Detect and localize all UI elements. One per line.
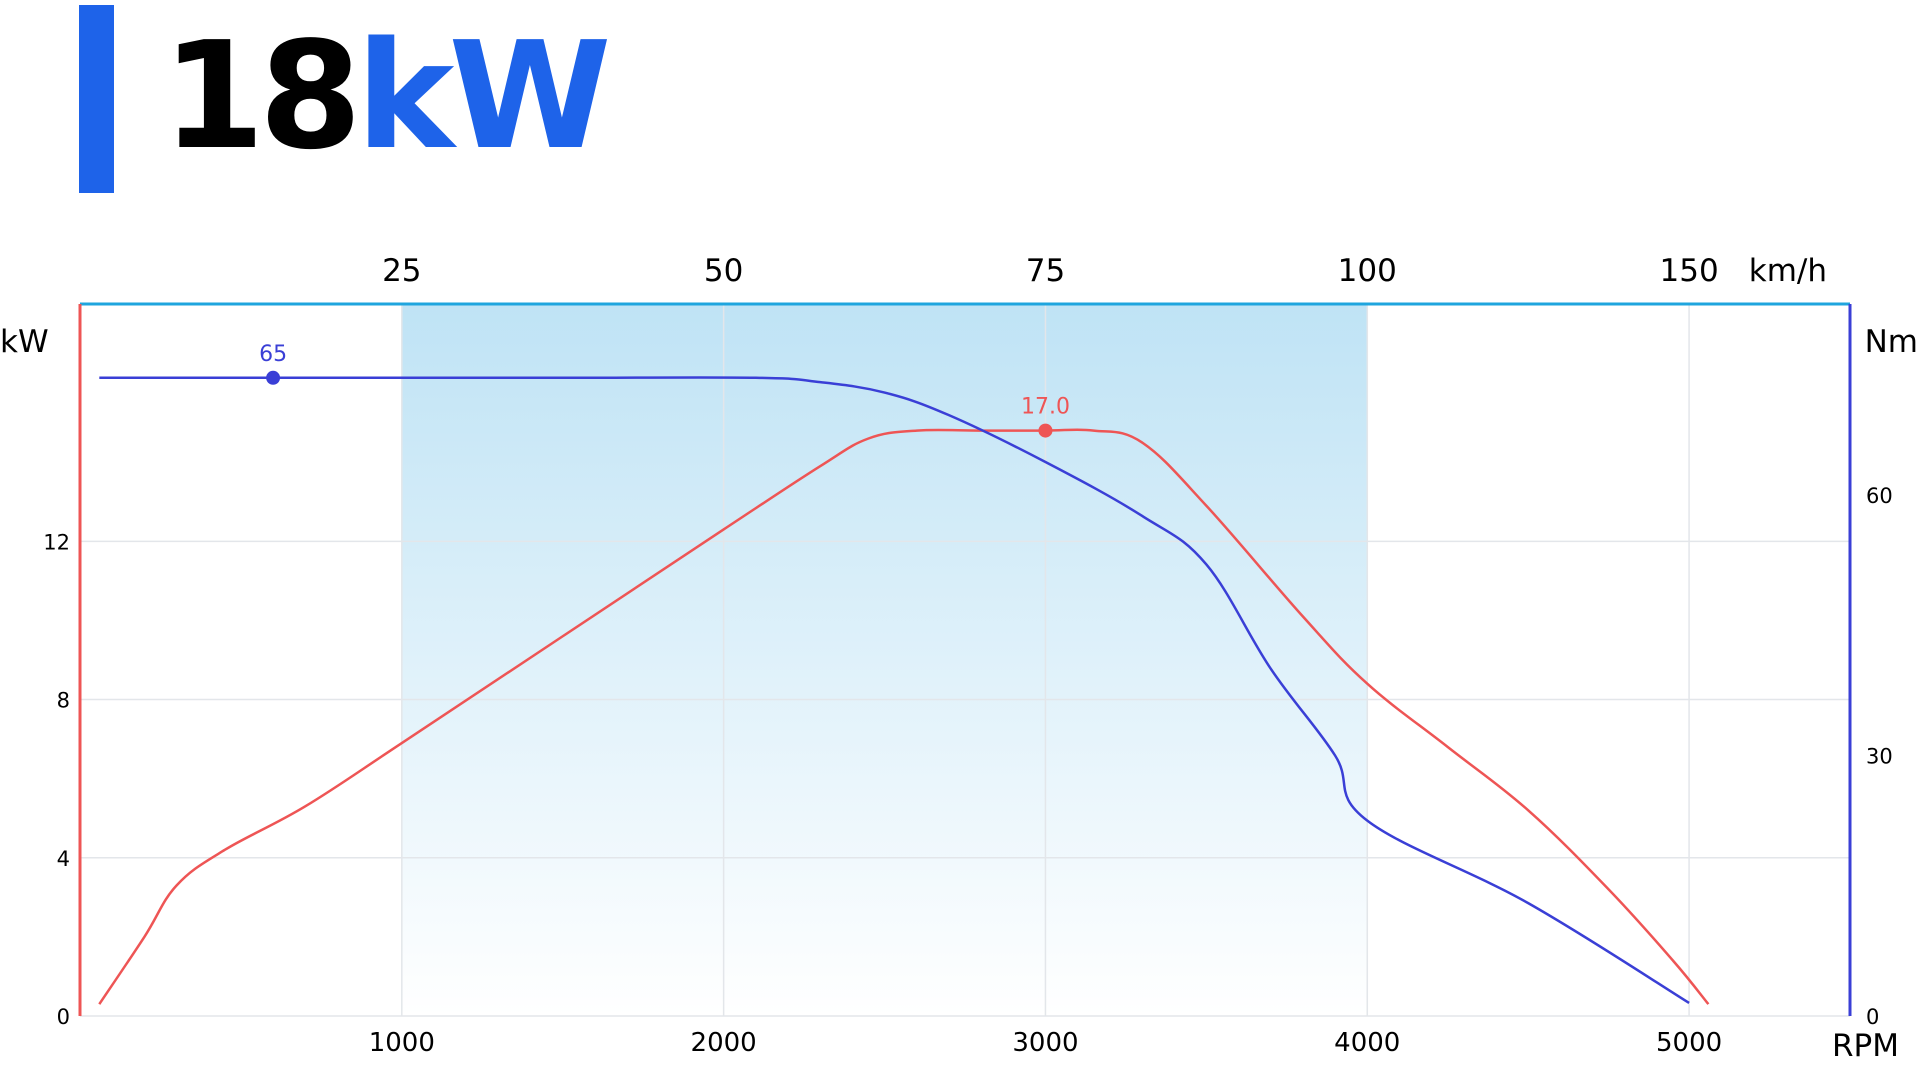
speed-tick-label: 75 (1026, 253, 1065, 289)
speed-tick-label: 50 (704, 253, 743, 289)
x-tick-label: 4000 (1334, 1028, 1400, 1058)
x-tick-label: 3000 (1012, 1028, 1078, 1058)
y-right-tick-label: 30 (1866, 745, 1893, 769)
y-right-axis-label: Nm (1865, 324, 1918, 360)
y-right-tick-label: 0 (1866, 1005, 1879, 1029)
speed-tick-label: 100 (1338, 253, 1397, 289)
y-right-tick-label: 60 (1866, 484, 1893, 508)
torque-peak-marker (266, 370, 281, 385)
power-peak-marker (1038, 423, 1053, 438)
speed-tick-label: 25 (382, 253, 421, 289)
top-axis-unit-label: km/h (1749, 253, 1827, 289)
y-left-axis-label: kW (0, 324, 49, 360)
speed-tick-label: 150 (1660, 253, 1719, 289)
y-left-tick-label: 0 (57, 1005, 70, 1029)
torque-curve (99, 376, 1690, 1005)
x-tick-label: 5000 (1656, 1028, 1722, 1058)
power-headline: 18kW (162, 22, 612, 170)
power-peak-label: 17.0 (1021, 395, 1070, 420)
x-axis-label: RPM (1832, 1028, 1899, 1064)
x-tick-label: 2000 (691, 1028, 757, 1058)
torque-peak-label: 65 (259, 342, 287, 367)
highlight-band (401, 304, 1368, 1016)
power-unit: kW (355, 10, 612, 182)
y-left-tick-label: 8 (57, 689, 70, 713)
y-left-tick-label: 4 (57, 847, 70, 871)
x-tick-label: 1000 (369, 1028, 435, 1058)
header-accent-bar (79, 5, 114, 193)
y-left-tick-label: 12 (43, 530, 70, 554)
power-number: 18 (162, 10, 362, 182)
